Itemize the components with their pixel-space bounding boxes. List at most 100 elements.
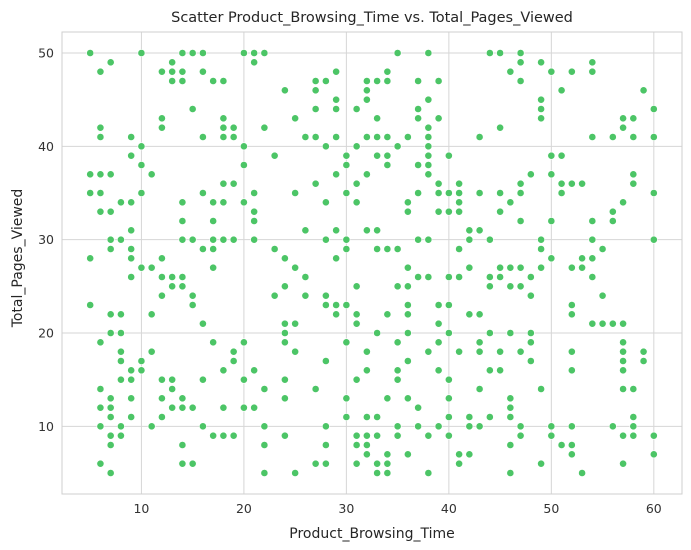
data-point [117, 198, 125, 207]
data-point [332, 254, 341, 263]
data-point [352, 441, 361, 449]
data-point [158, 291, 166, 300]
y-tick-label: 10 [38, 419, 54, 434]
data-point [424, 49, 433, 57]
data-point [127, 151, 136, 160]
data-point [178, 459, 187, 468]
data-point [465, 450, 474, 459]
data-point [403, 133, 412, 141]
data-point [475, 422, 484, 431]
data-point [465, 310, 474, 319]
data-point [106, 245, 115, 253]
data-point [86, 301, 95, 309]
data-point [629, 170, 638, 179]
data-point [168, 282, 177, 291]
data-point [424, 151, 433, 160]
data-point [639, 347, 648, 356]
data-point [619, 385, 627, 393]
data-point [629, 114, 638, 123]
data-point [106, 329, 115, 337]
data-point [608, 133, 617, 141]
data-point [106, 207, 115, 216]
data-point [127, 245, 136, 253]
data-point [567, 347, 576, 356]
data-point [352, 198, 361, 207]
data-point [321, 301, 330, 309]
data-point [537, 245, 545, 253]
data-point [506, 263, 515, 272]
data-point [209, 431, 218, 440]
data-point [526, 338, 535, 347]
data-point [260, 441, 269, 449]
data-point [485, 413, 494, 421]
data-point [465, 226, 474, 235]
data-point [352, 105, 361, 113]
data-point [547, 254, 556, 263]
x-tick-labels: 10 20 30 40 50 60 [133, 501, 661, 516]
data-point [393, 282, 402, 291]
data-point [117, 357, 125, 365]
data-point [147, 347, 156, 356]
data-point [496, 189, 504, 197]
data-point [127, 413, 136, 421]
data-point [598, 319, 607, 328]
data-point [260, 385, 269, 393]
data-point [403, 301, 412, 309]
data-point [516, 189, 525, 197]
data-point [250, 366, 259, 375]
data-point [403, 357, 412, 365]
data-point [619, 319, 627, 328]
data-point [444, 207, 453, 216]
data-point [475, 189, 484, 197]
data-point [639, 86, 648, 95]
data-point [373, 245, 382, 253]
data-point [373, 431, 382, 440]
data-point [209, 245, 218, 253]
data-point [250, 49, 259, 57]
data-point [178, 282, 187, 291]
data-point [332, 95, 341, 104]
data-point [434, 114, 443, 123]
data-point [137, 161, 146, 169]
data-point [424, 95, 433, 104]
data-point [158, 254, 166, 263]
data-point [475, 133, 484, 141]
data-point [96, 385, 105, 393]
data-point [168, 385, 177, 393]
data-point [619, 347, 627, 356]
data-point [455, 273, 464, 281]
data-point [280, 375, 289, 384]
data-point [137, 366, 146, 375]
chart-title: Scatter Product_Browsing_Time vs. Total_… [171, 10, 573, 26]
data-point [280, 282, 289, 291]
data-point [526, 273, 535, 281]
x-tick-label: 20 [236, 501, 252, 516]
data-point [537, 459, 545, 468]
data-point [629, 413, 638, 421]
data-point [362, 366, 371, 375]
data-point [137, 49, 146, 57]
data-point [598, 245, 607, 253]
data-point [557, 179, 566, 188]
data-point [403, 207, 412, 216]
data-point [147, 263, 156, 272]
data-point [219, 198, 228, 207]
data-point [219, 179, 228, 188]
data-point [485, 49, 494, 57]
data-point [178, 394, 187, 403]
data-point [332, 301, 341, 309]
data-point [455, 459, 464, 468]
data-point [629, 431, 638, 440]
data-point [229, 235, 238, 244]
data-point [383, 459, 392, 468]
data-point [506, 403, 515, 412]
data-point [393, 142, 402, 151]
data-point [158, 375, 166, 384]
data-point [444, 329, 453, 337]
data-point [158, 413, 166, 421]
data-point [96, 422, 105, 431]
data-point [291, 319, 300, 328]
data-point [588, 273, 597, 281]
data-point [403, 263, 412, 272]
